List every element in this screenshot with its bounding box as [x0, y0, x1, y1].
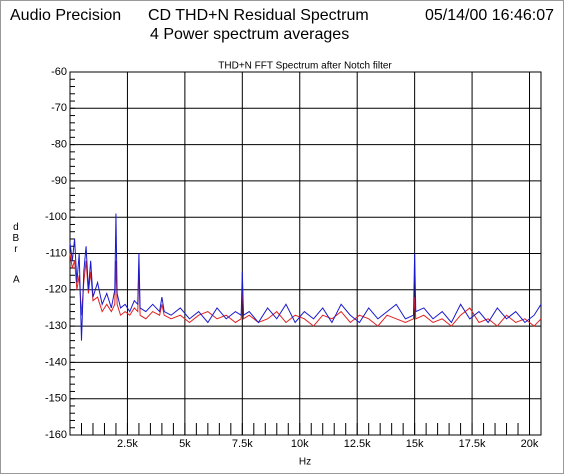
x-tick-label: 7.5k [232, 438, 253, 450]
y-axis-unit: A [13, 275, 20, 286]
x-tick-label: 17.5k [459, 438, 486, 450]
y-tick-label: -70 [51, 102, 67, 114]
y-tick-label: -150 [45, 393, 67, 405]
brand: Audio Precision [10, 7, 121, 24]
x-tick-label: 15k [406, 438, 424, 450]
header-subtitle: 4 Power spectrum averages [150, 26, 349, 43]
timestamp: 05/14/00 16:46:07 [425, 7, 554, 24]
x-axis-label: Hz [299, 457, 311, 468]
y-tick-label: -130 [45, 320, 67, 332]
y-tick-label: -80 [51, 139, 67, 151]
y-axis-label: dBr [10, 222, 21, 255]
y-tick-label: -160 [45, 429, 67, 441]
y-tick-label: -90 [51, 175, 67, 187]
series-line [69, 253, 542, 327]
x-tick-label: 12.5k [344, 438, 371, 450]
header-title: CD THD+N Residual Spectrum [148, 7, 369, 24]
x-tick-label: 2.5k [117, 438, 138, 450]
y-tick-label: -100 [45, 211, 67, 223]
x-tick-label: 5k [179, 438, 191, 450]
y-tick-label: -60 [51, 66, 67, 78]
y-tick-label: -140 [45, 356, 67, 368]
x-tick-label: 20k [521, 438, 539, 450]
x-tick-label: 10k [291, 438, 309, 450]
chart-title: THD+N FFT Spectrum after Notch filter [218, 61, 392, 72]
y-tick-label: -120 [45, 284, 67, 296]
series-line [69, 213, 542, 341]
y-tick-label: -110 [46, 247, 67, 259]
